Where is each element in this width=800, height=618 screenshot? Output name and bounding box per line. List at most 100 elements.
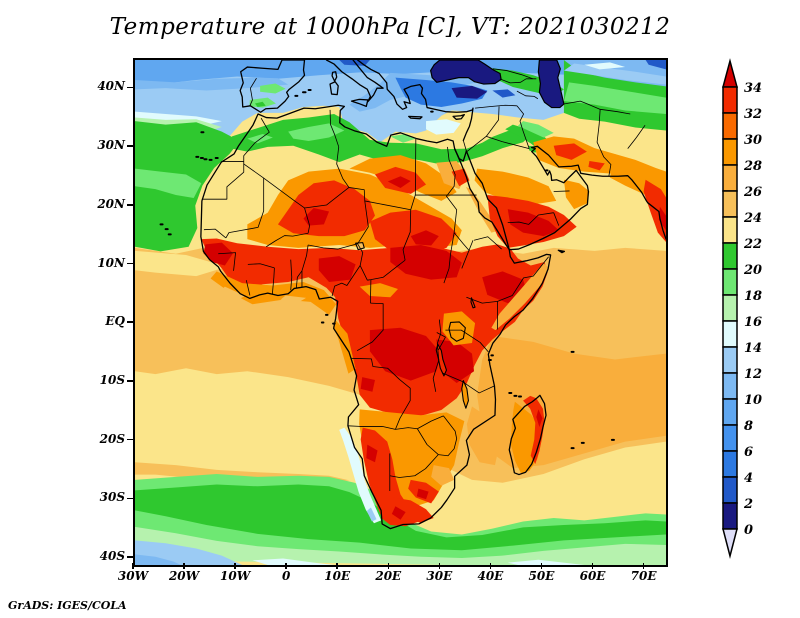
colorbar-label: 2 — [743, 497, 753, 512]
crete-coastline — [409, 116, 422, 118]
lon-tick-label: 20E — [375, 569, 402, 583]
colorbar-label: 22 — [743, 237, 762, 252]
grads-credit: GrADS: IGES/COLA — [8, 599, 127, 612]
lon-tick-mark — [591, 563, 594, 569]
colorbar-label: 6 — [744, 445, 753, 460]
colorbar-label: 12 — [744, 367, 762, 382]
lon-tick-mark — [438, 563, 441, 569]
lon-tick-label: 70E — [630, 569, 657, 583]
colorbar-label: 26 — [743, 185, 762, 200]
lon-tick-label: 20W — [168, 569, 200, 583]
colorbar-label: 28 — [743, 159, 762, 174]
lat-tick-mark — [127, 497, 133, 500]
lon-tick-label: 30W — [117, 569, 149, 583]
colorbar-segment — [722, 294, 738, 322]
colorbar-label: 16 — [744, 315, 762, 330]
iran-india-coastline — [532, 146, 666, 239]
colorbar-label: 30 — [744, 133, 762, 148]
colorbar-label: 4 — [744, 471, 753, 486]
lat-tick-label: 40N — [97, 79, 125, 94]
colorbar-label: 0 — [744, 523, 753, 538]
colorbar-label: 20 — [743, 263, 762, 278]
lat-tick-mark — [127, 438, 133, 441]
lat-tick-label: 10S — [99, 372, 125, 387]
africa-coastline — [201, 105, 551, 528]
chart-title: Temperature at 1000hPa [C], VT: 20210302… — [109, 14, 671, 40]
caspian-coastline — [538, 60, 564, 108]
colorbar-segment — [722, 216, 738, 244]
colorbar-label: 14 — [744, 341, 762, 356]
colorbar-segment — [722, 112, 738, 140]
lon-tick-label: 60E — [579, 569, 606, 583]
colorbar-label: 24 — [743, 211, 762, 226]
lat-tick-mark — [127, 86, 133, 89]
colorbar-segment — [722, 190, 738, 218]
colorbar-label: 34 — [744, 81, 762, 96]
lon-tick-mark — [540, 563, 543, 569]
lon-tick-label: 30E — [426, 569, 453, 583]
iberia-coastline — [240, 60, 304, 112]
small-islands — [161, 90, 614, 448]
country-borders — [202, 69, 645, 491]
lat-tick-label: 40S — [99, 549, 125, 564]
lon-tick-label: 10E — [324, 569, 351, 583]
colorbar-segment — [722, 450, 738, 478]
lat-tick-mark — [127, 321, 133, 323]
lat-tick-mark — [127, 380, 133, 382]
colorbar-under-arrow — [722, 528, 738, 559]
sicily-coastline — [351, 99, 367, 106]
lon-tick-label: 50E — [528, 569, 555, 583]
lon-tick-label: 0 — [281, 569, 291, 583]
lon-tick-mark — [285, 563, 287, 569]
lon-tick-mark — [489, 563, 492, 569]
africa-temperature-map — [135, 60, 666, 565]
lat-tick-label: 30S — [99, 490, 125, 505]
colorbar-label: 18 — [744, 289, 762, 304]
colorbar-segment — [722, 346, 738, 374]
colorbar-segment — [722, 268, 738, 296]
lat-tick-label: 30N — [97, 138, 125, 153]
socotra-coastline — [558, 250, 564, 252]
lat-tick-mark — [127, 262, 133, 265]
temperature-field — [135, 60, 666, 565]
colorbar-segment — [722, 320, 738, 348]
lat-tick-label: 20N — [97, 196, 125, 211]
lon-tick-label: 10W — [220, 569, 251, 583]
colorbar-segment — [722, 398, 738, 426]
colorbar-segment — [722, 372, 738, 400]
lon-tick-label: 40E — [477, 569, 504, 583]
lon-tick-mark — [387, 563, 390, 569]
colorbar-segment — [722, 242, 738, 270]
corsica-coastline — [332, 72, 337, 81]
lon-tick-mark — [336, 563, 338, 569]
nile-river — [444, 147, 470, 283]
colorbar-segment — [722, 86, 738, 114]
lon-tick-mark — [642, 563, 645, 569]
colorbar-label: 10 — [744, 393, 762, 408]
colorbar-over-arrow — [722, 58, 738, 88]
colorbar-segment — [722, 424, 738, 452]
arabia-coastline — [466, 147, 588, 249]
lon-tick-mark — [234, 563, 236, 569]
colorbar-label: 8 — [744, 419, 753, 434]
colorbar-label: 32 — [744, 107, 762, 122]
sinai-coastline — [455, 149, 467, 161]
lat-tick-label: EQ — [105, 314, 125, 329]
lat-tick-mark — [127, 556, 133, 558]
colorbar-segment — [722, 138, 738, 166]
lat-tick-mark — [127, 204, 133, 206]
lat-tick-label: 20S — [99, 431, 125, 446]
lat-tick-mark — [127, 145, 133, 147]
map-plot — [133, 58, 668, 567]
lon-tick-mark — [183, 563, 185, 569]
madagascar-coastline — [509, 395, 546, 474]
balkans-greece-levant-coastline — [358, 60, 473, 140]
black-sea-coastline — [431, 60, 501, 84]
sardinia-coastline — [330, 82, 338, 95]
coastlines — [201, 60, 666, 529]
lon-tick-mark — [132, 563, 134, 569]
colorbar-segment — [722, 476, 738, 504]
lat-tick-label: 10N — [97, 255, 125, 270]
